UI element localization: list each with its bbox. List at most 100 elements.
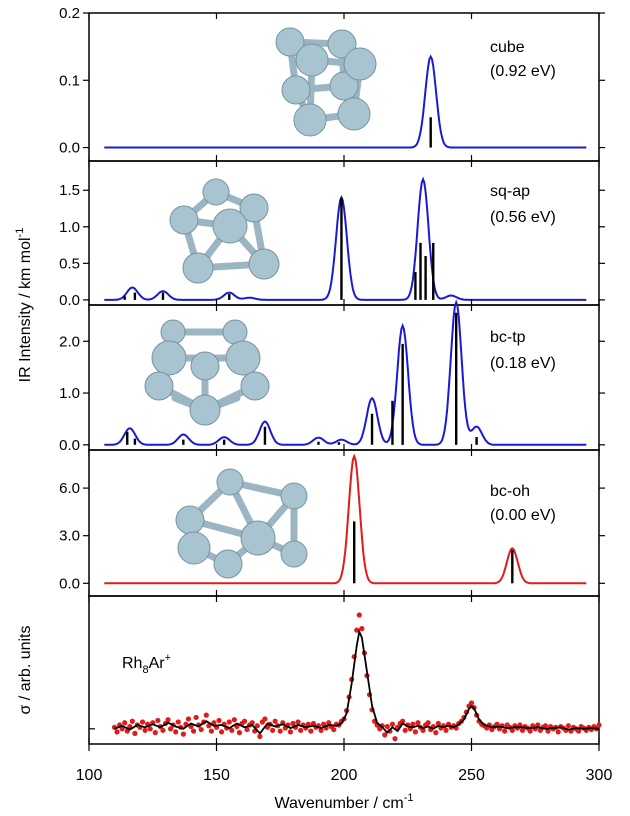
- experiment-point: [216, 717, 222, 724]
- experiment-point: [542, 723, 549, 729]
- y-tick-label: 0.2: [59, 5, 80, 22]
- experiment-point: [139, 719, 146, 725]
- experiment-point: [132, 730, 138, 736]
- experiment-point: [596, 722, 602, 728]
- experiment-point: [219, 729, 225, 735]
- experiment-point: [203, 712, 209, 718]
- isomer-energy-bc-oh: (0.00 eV): [490, 507, 556, 524]
- experiment-point: [155, 717, 161, 724]
- experiment-point: [236, 730, 243, 736]
- sq-ap-spectrum-line: [104, 176, 587, 301]
- experiment-point: [290, 720, 296, 727]
- isomer-label-cube: cube: [490, 39, 525, 56]
- experiment-point: [198, 726, 204, 733]
- experiment-point: [494, 721, 500, 727]
- y-axis-title-experiment: σ / arb. units: [17, 625, 34, 714]
- experiment-point: [468, 700, 475, 706]
- panel-bc-oh: 0.0 3.0 6.0 bc-oh (0.00 eV): [59, 449, 605, 597]
- experiment-point: [321, 721, 327, 727]
- y-tick-label: 6.0: [59, 480, 80, 497]
- x-axis: 100 150 200 250 300: [76, 13, 612, 784]
- panel-cube: 0.0 0.1 0.2 cube (0.92 eV): [59, 5, 605, 162]
- experiment-point: [354, 627, 360, 633]
- bc-oh-yaxis: 0.0 3.0 6.0: [59, 480, 605, 592]
- isomer-energy-bc-tp: (0.18 eV): [490, 355, 556, 372]
- experiment-point: [231, 717, 237, 723]
- experiment-point: [527, 728, 533, 734]
- experiment-point: [114, 729, 120, 735]
- y-tick-label: 0.1: [59, 72, 80, 89]
- bc-tp-spectrum-line: [104, 299, 587, 446]
- experiment-point: [185, 716, 192, 722]
- experiment-point: [175, 719, 181, 725]
- cube-yaxis: 0.0 0.1 0.2: [59, 5, 605, 157]
- experiment-point: [509, 727, 515, 733]
- experiment-point: [229, 727, 235, 733]
- experiment-point: [193, 714, 199, 721]
- bc-oh-curve-layer: [104, 453, 587, 585]
- experiment-point: [326, 720, 332, 726]
- isomer-label-bc-tp: bc-tp: [490, 329, 526, 346]
- bc-oh-spectrum-line: [104, 453, 587, 585]
- experiment-point: [331, 726, 337, 733]
- experiment-point: [305, 721, 311, 727]
- panel-bc-tp: 0.0 1.0 2.0 bc-tp (0.18 eV): [59, 299, 605, 454]
- experiment-point: [356, 612, 362, 618]
- experiment-point: [119, 726, 125, 732]
- experiment-point: [298, 727, 304, 733]
- y-tick-label: 2.0: [59, 333, 80, 350]
- cube-spectrum-line: [104, 54, 587, 149]
- experiment-point: [555, 729, 561, 735]
- y-axis-title-ir: IR Intensity / km mol-1: [14, 228, 34, 383]
- experiment-point: [168, 726, 174, 732]
- experiment-point: [519, 727, 526, 733]
- experiment-point: [295, 719, 301, 725]
- experiment-point: [535, 722, 541, 728]
- experiment-point: [129, 718, 135, 724]
- experiment-point: [270, 727, 276, 733]
- experiment-point: [410, 721, 416, 727]
- experiment-point: [435, 720, 441, 727]
- cluster-structure-bc-oh: [175, 468, 308, 579]
- experiment-point: [425, 720, 431, 726]
- experiment-point: [173, 729, 179, 735]
- experiment-point: [160, 727, 166, 733]
- experiment-point: [502, 728, 508, 734]
- y-tick-label: 0.0: [59, 140, 80, 157]
- experiment-point: [384, 723, 390, 730]
- experiment-point: [415, 720, 421, 726]
- experiment-point: [565, 723, 572, 729]
- panel-experiment: Rh8Ar+: [88, 595, 602, 745]
- experiment-point: [262, 716, 268, 722]
- y-tick-label: 3.0: [59, 528, 80, 545]
- experiment-point: [517, 722, 523, 728]
- y-tick-label: 0.5: [59, 255, 80, 272]
- experiment-point: [433, 730, 439, 736]
- isomer-label-bc-oh: bc-oh: [490, 483, 530, 500]
- experiment-point: [318, 727, 324, 733]
- experiment-point: [576, 728, 582, 734]
- y-tick-label: 0.0: [59, 575, 80, 592]
- experiment-point: [142, 727, 148, 733]
- y-tick-label: 0.0: [59, 292, 80, 309]
- isomer-energy-cube: (0.92 eV): [490, 63, 556, 80]
- panel-sq-ap: 0.0 0.5 1.0 1.5 sq-ap (0.56 eV): [59, 160, 605, 309]
- x-tick-label: 200: [331, 767, 358, 784]
- experiment-point: [241, 718, 248, 724]
- isomer-label-sq-ap: sq-ap: [490, 183, 530, 200]
- y-tick-label: 1.5: [59, 182, 80, 199]
- experiment-species-label: Rh8Ar+: [122, 652, 171, 676]
- bc-tp-curve-layer: [104, 299, 587, 446]
- experiment-point: [400, 718, 406, 724]
- bc-tp-yaxis: 0.0 1.0 2.0: [59, 333, 605, 454]
- experiment-point: [392, 736, 398, 742]
- experiment-point: [180, 731, 186, 737]
- experiment-point: [412, 729, 418, 735]
- experiment-point: [272, 718, 278, 724]
- experiment-point: [152, 730, 158, 736]
- experiment-point: [249, 720, 255, 726]
- x-tick-label: 250: [458, 767, 485, 784]
- experiment-point: [122, 720, 128, 726]
- experiment-point: [443, 727, 449, 733]
